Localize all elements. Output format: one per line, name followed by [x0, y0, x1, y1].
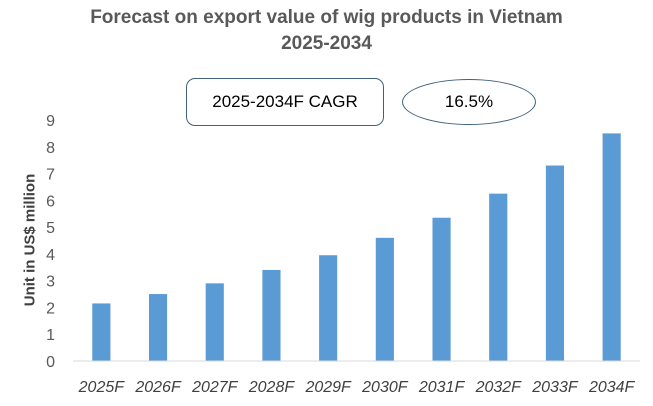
bars-group — [92, 133, 621, 361]
bar-2033F — [545, 165, 565, 361]
bar-2029F — [319, 255, 338, 361]
chart-title-line-2: 2025-2034 — [281, 33, 372, 54]
x-category-label: 2025F — [78, 379, 126, 396]
y-tick-label: 0 — [46, 354, 55, 371]
cagr-label-box: 2025-2034F CAGR — [186, 78, 384, 126]
x-category-label: 2031F — [418, 379, 466, 396]
bar-2027F — [205, 283, 224, 361]
x-category-label: 2026F — [134, 379, 182, 396]
y-tick-label: 5 — [46, 220, 55, 237]
cagr-label-text: 2025-2034F CAGR — [212, 92, 358, 111]
bar-2031F — [432, 217, 451, 361]
x-category-label: 2030F — [361, 379, 409, 396]
y-tick-label: 4 — [46, 247, 55, 264]
y-tick-label: 3 — [46, 274, 55, 291]
y-tick-label: 2 — [46, 300, 55, 317]
x-category-label: 2028F — [248, 379, 296, 396]
y-tick-label: 9 — [46, 113, 55, 130]
y-ticks-group: 0 1 2 3 4 5 6 7 8 9 — [46, 113, 55, 371]
bar-2026F — [148, 294, 168, 361]
y-tick-label: 8 — [46, 140, 55, 157]
y-tick-label: 7 — [46, 167, 55, 184]
bar-2032F — [489, 193, 508, 361]
cagr-value-oval: 16.5% — [402, 79, 536, 125]
x-category-label: 2034F — [588, 379, 636, 396]
x-category-label: 2029F — [304, 379, 352, 396]
cagr-value-text: 16.5% — [444, 92, 494, 111]
y-tick-label: 6 — [46, 193, 55, 210]
x-category-label: 2033F — [531, 379, 579, 396]
y-tick-label: 1 — [46, 327, 55, 344]
bar-2030F — [375, 237, 394, 361]
x-categories-group: 2025F 2026F 2027F 2028F 2029F 2030F 2031F 2032F… — [78, 379, 636, 396]
bar-2034F — [602, 133, 621, 361]
x-category-label: 2032F — [475, 379, 523, 396]
chart-title-line-1: Forecast on export value of wig products… — [90, 7, 563, 28]
bar-2028F — [262, 269, 281, 361]
bar-2025F — [92, 303, 111, 361]
x-category-label: 2027F — [191, 379, 239, 396]
